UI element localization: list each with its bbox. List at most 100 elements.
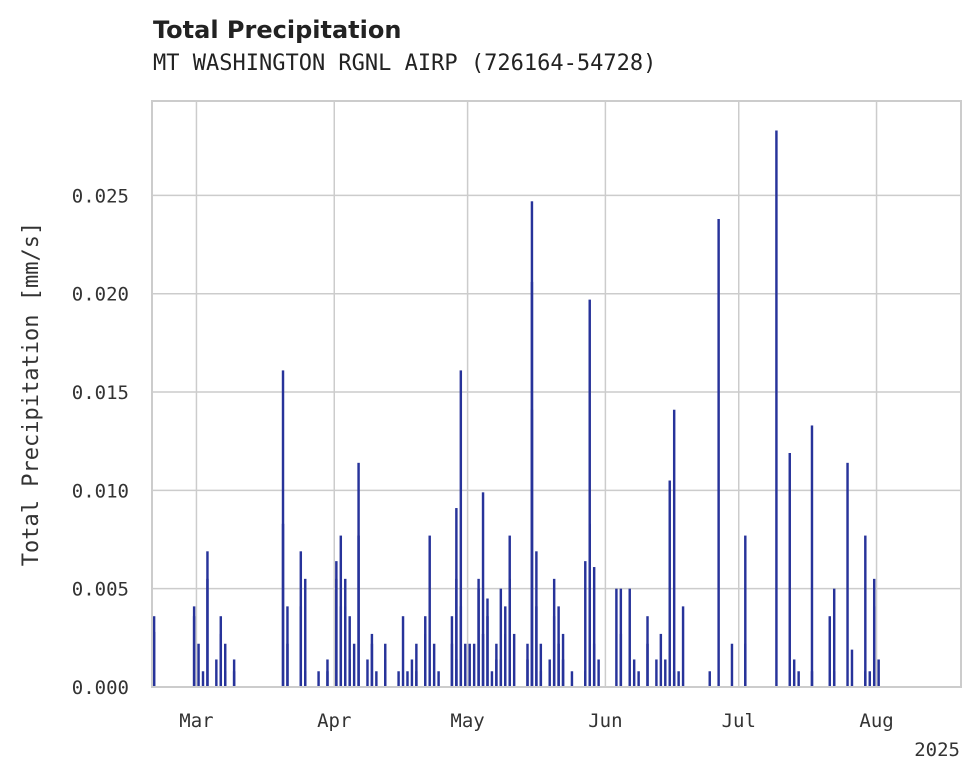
precipitation-bar (410, 659, 414, 687)
precipitation-bar (744, 535, 747, 687)
precipitation-bar (281, 523, 285, 687)
precipitation-bar (592, 567, 596, 687)
precipitation-bar (797, 671, 800, 687)
precipitation-bar (548, 659, 551, 687)
precipitation-bar (224, 643, 227, 687)
precipitation-bar (872, 578, 876, 687)
precipitation-bar (326, 671, 329, 687)
precipitation-bar (339, 535, 343, 687)
precipitation-bar (224, 671, 227, 687)
precipitation-bar (552, 578, 556, 687)
precipitation-bar (530, 409, 534, 687)
precipitation-bar (415, 671, 418, 687)
precipitation-bar (677, 671, 680, 687)
precipitation-bar (668, 480, 671, 687)
precipitation-bar (788, 452, 791, 687)
precipitation-bar (659, 633, 663, 687)
precipitation-bar (792, 659, 796, 687)
x-tick-label: Jul (722, 710, 756, 732)
precipitation-bar (317, 671, 320, 687)
precipitation-bar (664, 659, 667, 687)
chart-subtitle: MT WASHINGTON RGNL AIRP (726164-54728) (153, 51, 657, 76)
x-tick-label: Apr (317, 710, 351, 732)
precipitation-bar (615, 588, 618, 687)
precipitation-bar (437, 671, 440, 687)
y-axis-label: Total Precipitation [mm/s] (19, 222, 44, 566)
y-axis-ticks: 0.000 0.005 0.010 0.015 0.020 0.025 (72, 185, 129, 699)
precipitation-bar (219, 616, 223, 687)
precipitation-bar (299, 551, 303, 687)
precipitation-bar (846, 462, 849, 687)
precipitation-bar (672, 671, 676, 687)
x-axis-year-label: 2025 (914, 739, 960, 761)
precipitation-bar (570, 671, 574, 687)
precipitation-bar (561, 659, 565, 687)
precipitation-bar (450, 643, 454, 687)
precipitation-bar (646, 616, 649, 687)
x-tick-label: May (450, 710, 484, 732)
precipitation-bar (655, 659, 658, 687)
precipitation-bar (597, 659, 600, 687)
precipitation-bar (584, 561, 587, 687)
precipitation-bar (357, 535, 360, 687)
precipitation-bar (877, 659, 880, 687)
precipitation-bar (708, 671, 711, 687)
precipitation-bar (637, 671, 640, 687)
precipitation-bar (375, 671, 378, 687)
precipitation-bar (539, 671, 543, 687)
y-tick-label: 0.010 (72, 480, 129, 502)
precipitation-bar (472, 643, 476, 687)
precipitation-bar (304, 578, 307, 687)
precipitation-bar (539, 643, 543, 687)
y-tick-label: 0.005 (72, 579, 129, 601)
precipitation-bar (717, 218, 720, 687)
plot-frame (151, 100, 962, 688)
y-tick-label: 0.000 (72, 677, 129, 699)
precipitation-bar (730, 643, 734, 687)
precipitation-bar (832, 588, 836, 687)
precipitation-bar (477, 588, 480, 687)
precipitation-bar (810, 671, 814, 687)
precipitation-bar (495, 643, 498, 687)
precipitation-bar (486, 616, 489, 687)
x-axis-ticks: Mar Apr May Jun Jul Aug (179, 710, 893, 732)
precipitation-bar (348, 616, 351, 687)
precipitation-bar (232, 659, 236, 687)
precipitation-bar (744, 643, 747, 687)
precipitation-bar (468, 643, 471, 687)
precipitation-bar (192, 606, 196, 687)
precipitation-bar (672, 409, 676, 687)
precipitation-bar (504, 606, 507, 687)
precipitation-bar (370, 633, 374, 687)
precipitation-bar (335, 578, 338, 687)
precipitation-bar (428, 535, 431, 687)
precipitation-bar (864, 671, 867, 687)
precipitation-bar (348, 659, 351, 687)
y-tick-label: 0.015 (72, 382, 129, 404)
precipitation-bar (535, 606, 538, 687)
precipitation-bar (832, 671, 836, 687)
precipitation-bar (681, 606, 685, 687)
precipitation-bar (864, 535, 867, 687)
precipitation-bar (619, 633, 623, 687)
precipitation-bar (415, 643, 418, 687)
precipitation-bar (828, 616, 831, 687)
precipitation-bar (459, 606, 463, 687)
precipitation-bar (206, 578, 209, 687)
precipitation-bar (868, 671, 871, 687)
precipitation-bar (152, 631, 156, 687)
precipitation-bar (592, 643, 596, 687)
precipitation-bar (459, 370, 463, 687)
precipitation-bar (201, 671, 205, 687)
precipitation-bar (850, 649, 854, 687)
precipitation-bar (628, 588, 631, 687)
precipitation-bar (384, 659, 387, 687)
precipitation-bar (352, 643, 356, 687)
precipitation-bar (557, 643, 560, 687)
precipitation-bar (401, 616, 405, 687)
precipitation-bar (775, 130, 778, 687)
precipitation-bar (215, 659, 218, 687)
x-tick-label: Mar (179, 710, 213, 732)
precipitation-bars (152, 130, 880, 688)
